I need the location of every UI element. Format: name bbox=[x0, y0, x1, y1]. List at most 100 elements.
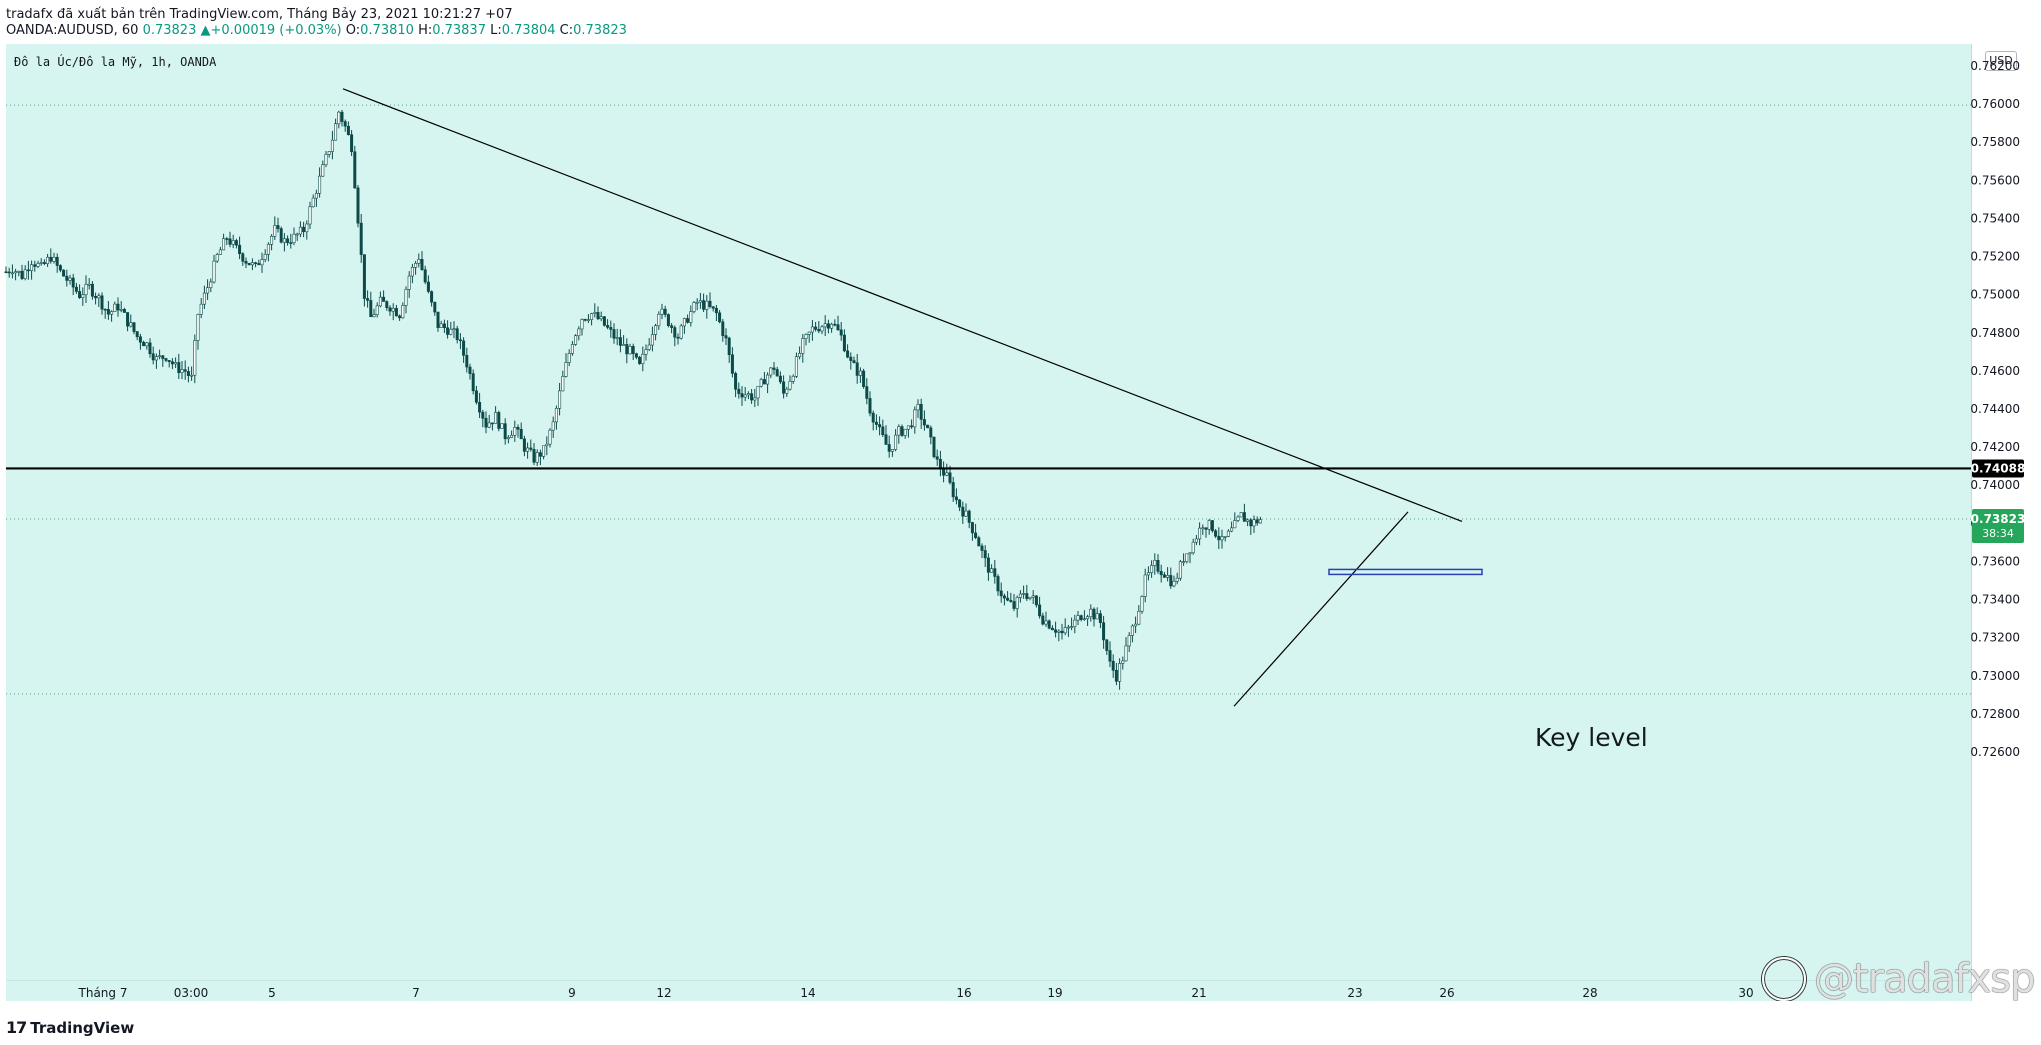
candle-body bbox=[689, 311, 693, 323]
candle-body bbox=[132, 322, 136, 332]
candle-body bbox=[186, 371, 190, 376]
candle-body bbox=[94, 295, 98, 299]
candle-body bbox=[39, 262, 43, 264]
time-tick-label: 19 bbox=[1047, 986, 1062, 1000]
candle-body bbox=[682, 318, 686, 327]
candle-body bbox=[769, 367, 773, 376]
price-tick-label: 0.75400 bbox=[1970, 211, 2020, 225]
candle-body bbox=[1169, 575, 1173, 587]
candle-body bbox=[247, 262, 251, 266]
candle-body bbox=[1191, 541, 1195, 554]
candle-body bbox=[612, 329, 616, 339]
candle-body bbox=[455, 328, 459, 340]
candle-body bbox=[324, 153, 328, 166]
currency-badge[interactable]: USD bbox=[1985, 51, 2017, 71]
candle-body bbox=[417, 259, 421, 264]
time-tick-label: 03:00 bbox=[174, 986, 209, 1000]
candle-body bbox=[1079, 615, 1083, 620]
tradingview-logo[interactable]: 𝟭𝟳 TradingView bbox=[6, 1018, 134, 1037]
candle-body bbox=[638, 356, 642, 364]
time-tick-label: 14 bbox=[800, 986, 815, 1000]
candle-body bbox=[1057, 630, 1061, 633]
candle-body bbox=[183, 369, 187, 372]
candle-body bbox=[686, 318, 690, 323]
candle-body bbox=[17, 270, 21, 273]
candle-body bbox=[1175, 577, 1179, 582]
candle-body bbox=[666, 314, 670, 326]
candle-body bbox=[996, 576, 1000, 592]
candle-body bbox=[1114, 669, 1118, 682]
candle-body bbox=[542, 445, 546, 457]
candle-body bbox=[782, 381, 786, 394]
candle-body bbox=[644, 349, 648, 355]
candle-body bbox=[97, 295, 101, 299]
level-price-tag bbox=[1972, 459, 2024, 478]
candle-body bbox=[734, 373, 738, 390]
candle-body bbox=[935, 456, 939, 460]
candle-body bbox=[14, 271, 18, 274]
candle-body bbox=[1207, 520, 1211, 530]
candle-body bbox=[330, 139, 334, 152]
candle-body bbox=[609, 327, 613, 330]
candle-body bbox=[625, 344, 629, 355]
candle-body bbox=[561, 376, 565, 392]
candle-body bbox=[468, 366, 472, 374]
candle-body bbox=[436, 311, 440, 328]
candle-body bbox=[794, 356, 798, 377]
candle-body bbox=[62, 269, 66, 277]
time-tick-label: 21 bbox=[1191, 986, 1206, 1000]
candle-body bbox=[1086, 616, 1090, 619]
candle-body bbox=[154, 356, 158, 361]
candle-body bbox=[78, 291, 82, 298]
candle-body bbox=[369, 300, 373, 318]
candle-body bbox=[350, 134, 354, 153]
candle-body bbox=[1255, 519, 1259, 524]
low-label: L: bbox=[490, 23, 502, 38]
candle-body bbox=[1034, 595, 1038, 606]
candle-body bbox=[279, 228, 283, 243]
candle-body bbox=[1041, 615, 1045, 625]
candle-body bbox=[641, 353, 645, 364]
candle-body bbox=[36, 263, 40, 267]
candle-body bbox=[362, 254, 366, 299]
key-level-annotation: Key level bbox=[1535, 723, 1648, 752]
time-tick-label: 23 bbox=[1347, 986, 1362, 1000]
candle-body bbox=[730, 354, 734, 374]
candle-body bbox=[1050, 627, 1054, 631]
candle-body bbox=[804, 334, 808, 339]
candle-body bbox=[756, 385, 760, 399]
publish-info: tradafx đã xuất bản trên TradingView.com… bbox=[6, 7, 513, 22]
candle-body bbox=[142, 341, 146, 347]
candle-body bbox=[871, 412, 875, 423]
candle-body bbox=[218, 249, 222, 255]
candle-body bbox=[1162, 574, 1166, 578]
candle-body bbox=[302, 226, 306, 233]
candle-body bbox=[401, 305, 405, 319]
candle-body bbox=[1002, 595, 1006, 599]
candle-body bbox=[446, 327, 450, 335]
price-tick-label: 0.74200 bbox=[1970, 440, 2020, 454]
candle-body bbox=[586, 319, 590, 321]
candle-body bbox=[817, 329, 821, 332]
chart-pane[interactable] bbox=[6, 44, 1971, 1001]
candle-body bbox=[679, 325, 683, 339]
candle-body bbox=[766, 374, 770, 385]
price-tick-label: 0.75200 bbox=[1970, 250, 2020, 264]
candle-body bbox=[116, 303, 120, 311]
candle-body bbox=[334, 123, 338, 141]
candle-body bbox=[695, 301, 699, 304]
candle-body bbox=[1230, 527, 1234, 532]
time-axis[interactable] bbox=[6, 980, 1971, 1002]
candle-body bbox=[919, 404, 923, 420]
candle-body bbox=[145, 342, 149, 347]
candle-body bbox=[1066, 626, 1070, 629]
candle-body bbox=[1214, 530, 1218, 537]
candle-body bbox=[830, 323, 834, 329]
candle-body bbox=[647, 344, 651, 350]
candle-body bbox=[1089, 608, 1093, 618]
candle-body bbox=[1092, 608, 1096, 620]
candle-body bbox=[471, 373, 475, 392]
candle-body bbox=[618, 337, 622, 346]
candle-body bbox=[1233, 520, 1237, 529]
